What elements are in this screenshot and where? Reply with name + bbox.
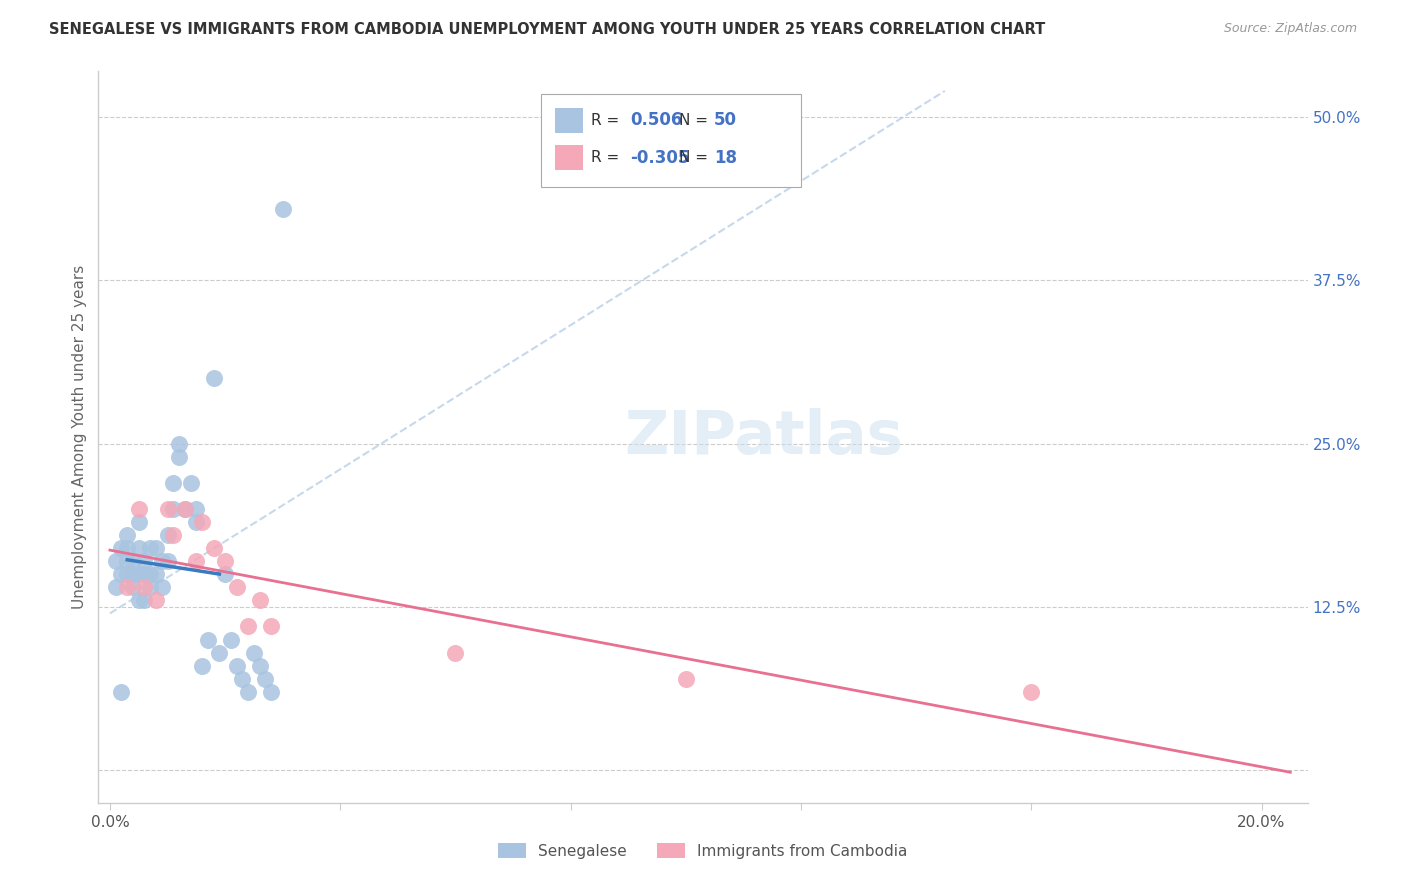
Point	[167, 436, 190, 450]
Point	[208, 646, 231, 660]
Point	[139, 580, 162, 594]
Point	[173, 502, 195, 516]
Y-axis label: Unemployment Among Youth under 25 years: Unemployment Among Youth under 25 years	[72, 265, 87, 609]
Point	[156, 528, 179, 542]
Text: N =: N =	[679, 151, 713, 165]
Point	[191, 515, 214, 529]
Point	[134, 567, 156, 582]
Point	[260, 619, 283, 633]
Point	[202, 371, 225, 385]
Point	[128, 515, 150, 529]
Point	[110, 685, 132, 699]
Legend: Senegalese, Immigrants from Cambodia: Senegalese, Immigrants from Cambodia	[492, 837, 914, 864]
Point	[173, 502, 195, 516]
Point	[243, 646, 266, 660]
Point	[145, 541, 167, 555]
Point	[249, 658, 271, 673]
Point	[197, 632, 219, 647]
Point	[167, 450, 190, 464]
Point	[128, 502, 150, 516]
Point	[150, 554, 173, 568]
Point	[236, 619, 259, 633]
Point	[444, 646, 467, 660]
Point	[271, 202, 294, 216]
Point	[225, 658, 247, 673]
Text: SENEGALESE VS IMMIGRANTS FROM CAMBODIA UNEMPLOYMENT AMONG YOUTH UNDER 25 YEARS C: SENEGALESE VS IMMIGRANTS FROM CAMBODIA U…	[49, 22, 1046, 37]
Point	[115, 567, 138, 582]
Point	[675, 672, 697, 686]
Point	[219, 632, 242, 647]
Point	[128, 541, 150, 555]
Text: -0.305: -0.305	[630, 149, 689, 167]
Text: Source: ZipAtlas.com: Source: ZipAtlas.com	[1223, 22, 1357, 36]
Point	[162, 528, 184, 542]
Point	[110, 567, 132, 582]
Point	[122, 554, 145, 568]
Point	[214, 554, 236, 568]
Point	[260, 685, 283, 699]
Text: N =: N =	[679, 113, 713, 128]
Point	[122, 580, 145, 594]
Point	[139, 541, 162, 555]
Point	[150, 580, 173, 594]
Point	[134, 580, 156, 594]
Text: 50: 50	[714, 112, 737, 129]
Point	[214, 567, 236, 582]
Point	[249, 593, 271, 607]
Point	[128, 567, 150, 582]
Point	[156, 554, 179, 568]
Point	[180, 475, 202, 490]
Point	[162, 475, 184, 490]
Point	[139, 567, 162, 582]
Point	[115, 541, 138, 555]
Text: ZIPatlas: ZIPatlas	[624, 408, 903, 467]
Text: R =: R =	[591, 113, 624, 128]
Point	[134, 554, 156, 568]
Point	[225, 580, 247, 594]
Point	[115, 580, 138, 594]
Point	[1019, 685, 1042, 699]
Point	[191, 658, 214, 673]
Point	[122, 567, 145, 582]
Point	[156, 502, 179, 516]
Point	[115, 554, 138, 568]
Text: R =: R =	[591, 151, 624, 165]
Point	[202, 541, 225, 555]
Point	[186, 502, 208, 516]
Point	[104, 554, 127, 568]
Point	[110, 541, 132, 555]
Point	[145, 593, 167, 607]
Point	[231, 672, 253, 686]
Point	[254, 672, 277, 686]
Point	[145, 567, 167, 582]
Point	[104, 580, 127, 594]
Point	[186, 515, 208, 529]
Text: 18: 18	[714, 149, 737, 167]
Point	[162, 502, 184, 516]
Point	[186, 554, 208, 568]
Point	[134, 593, 156, 607]
Point	[128, 593, 150, 607]
Text: 0.506: 0.506	[630, 112, 682, 129]
Point	[236, 685, 259, 699]
Point	[115, 528, 138, 542]
